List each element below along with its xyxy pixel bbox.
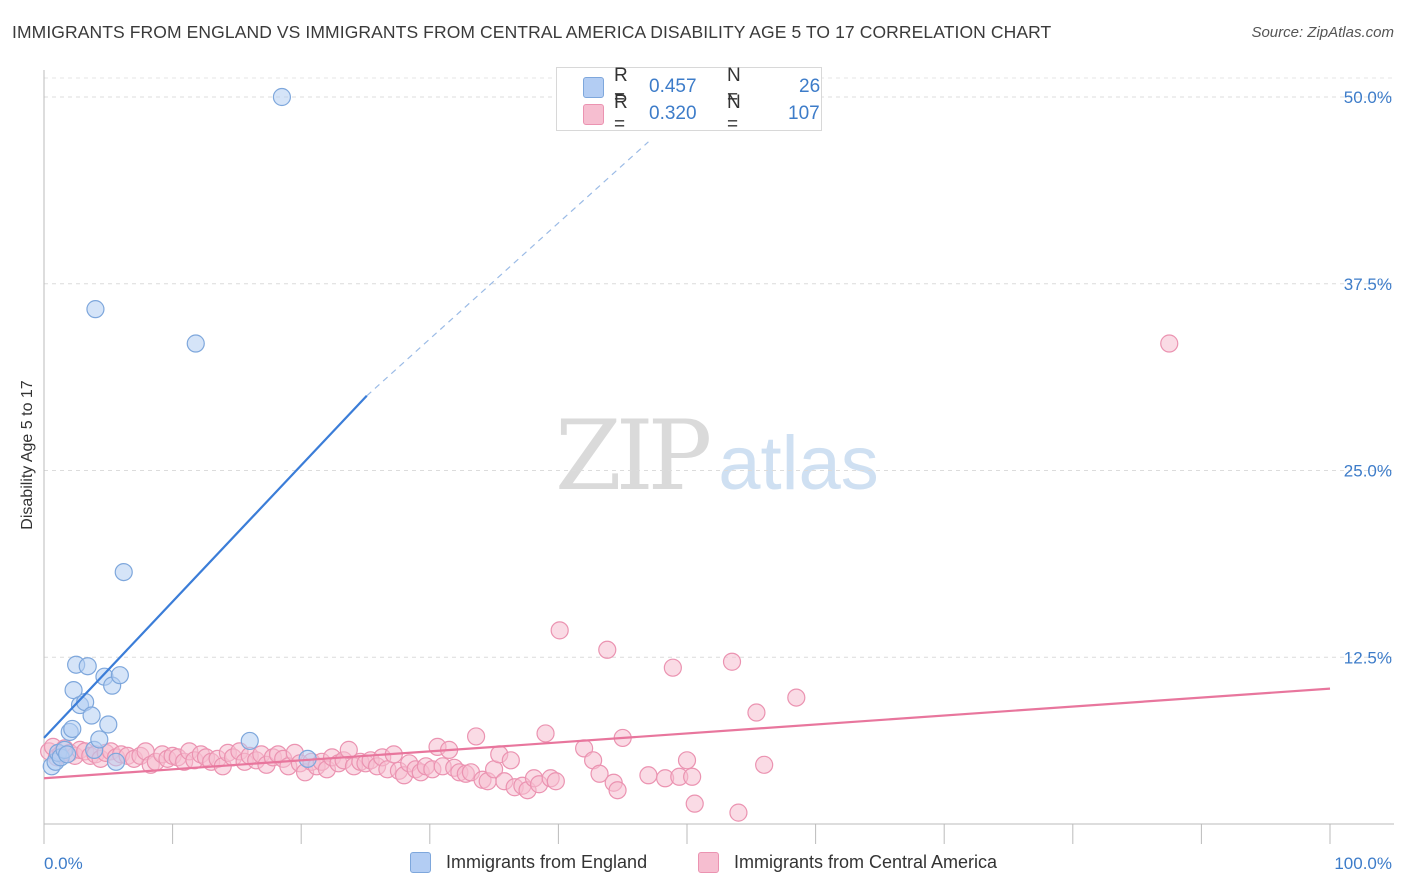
england-point xyxy=(82,706,101,725)
series-legend: Immigrants from England Immigrants from … xyxy=(0,852,1406,878)
england-swatch xyxy=(583,76,604,98)
england-point xyxy=(110,666,129,685)
central-america-point xyxy=(339,740,358,759)
central-america-point xyxy=(590,764,609,783)
watermark: ZIP atlas xyxy=(555,400,879,512)
central-america-point xyxy=(677,751,697,770)
central-america-point xyxy=(546,772,565,791)
y-tick-label: 12.5% xyxy=(1344,648,1392,667)
england-r-value: 0.457 xyxy=(649,76,697,97)
central-america-point xyxy=(536,724,555,743)
central-america-point xyxy=(663,658,682,677)
england-point xyxy=(186,334,205,353)
england-point xyxy=(106,752,126,771)
central-america-point xyxy=(683,767,702,786)
england-r-label: R = xyxy=(614,65,628,108)
central-america-point xyxy=(598,640,617,659)
england-legend-swatch xyxy=(410,852,431,873)
central-america-r-value: 0.320 xyxy=(649,103,697,124)
england-point xyxy=(64,681,83,700)
y-tick-label: 50.0% xyxy=(1344,88,1392,107)
x-tick-label-left: 0.0% xyxy=(44,854,83,873)
chart-title: IMMIGRANTS FROM ENGLAND VS IMMIGRANTS FR… xyxy=(12,22,1052,42)
central-america-point xyxy=(747,703,766,722)
legend-item-central-america: Immigrants from Central America xyxy=(698,852,997,873)
central-america-legend-swatch xyxy=(698,852,719,873)
central-america-point xyxy=(466,727,486,746)
central-america-point xyxy=(608,781,627,800)
central-america-n-value: 107 xyxy=(788,103,820,124)
y-tick-label: 37.5% xyxy=(1344,275,1392,294)
england-point xyxy=(58,745,77,764)
central-america-point xyxy=(639,766,658,785)
england-point xyxy=(272,87,292,107)
england-point xyxy=(90,730,109,749)
england-point xyxy=(114,562,133,582)
england-n-value: 26 xyxy=(799,76,821,97)
england-point xyxy=(240,731,259,751)
central-america-n-label: N = xyxy=(727,92,741,135)
central-america-r-label: R = xyxy=(614,92,628,135)
central-america-trend-line xyxy=(43,687,1331,780)
central-america-point xyxy=(1160,334,1179,353)
central-america-point xyxy=(722,652,742,671)
england-point xyxy=(99,715,118,734)
watermark-zip: ZIP xyxy=(555,400,712,512)
central-america-point xyxy=(550,621,569,640)
england-point xyxy=(86,300,105,319)
central-america-point xyxy=(755,755,774,774)
y-tick-label: 25.0% xyxy=(1344,462,1392,481)
legend-item-england: Immigrants from England xyxy=(410,852,647,873)
watermark-atlas: atlas xyxy=(718,421,879,506)
central-america-point xyxy=(787,688,806,707)
central-america-point xyxy=(729,803,748,822)
england-point xyxy=(63,719,82,739)
x-tick-label-right: 100.0% xyxy=(1334,854,1392,873)
england-trend-line xyxy=(43,395,368,739)
central-america-point xyxy=(685,794,704,813)
england-trend-extension xyxy=(366,141,649,397)
england-n-label: N = xyxy=(727,65,741,108)
england-point xyxy=(78,657,97,676)
central-america-point xyxy=(501,751,520,770)
central-america-legend-label: Immigrants from Central America xyxy=(734,852,998,872)
england-legend-label: Immigrants from England xyxy=(446,852,648,872)
correlation-legend: R = 0.457 N = 26 R = 0.320 N = 107 xyxy=(556,65,822,135)
central-america-swatch xyxy=(583,103,604,125)
source-label: Source: ZipAtlas.com xyxy=(1251,24,1394,41)
